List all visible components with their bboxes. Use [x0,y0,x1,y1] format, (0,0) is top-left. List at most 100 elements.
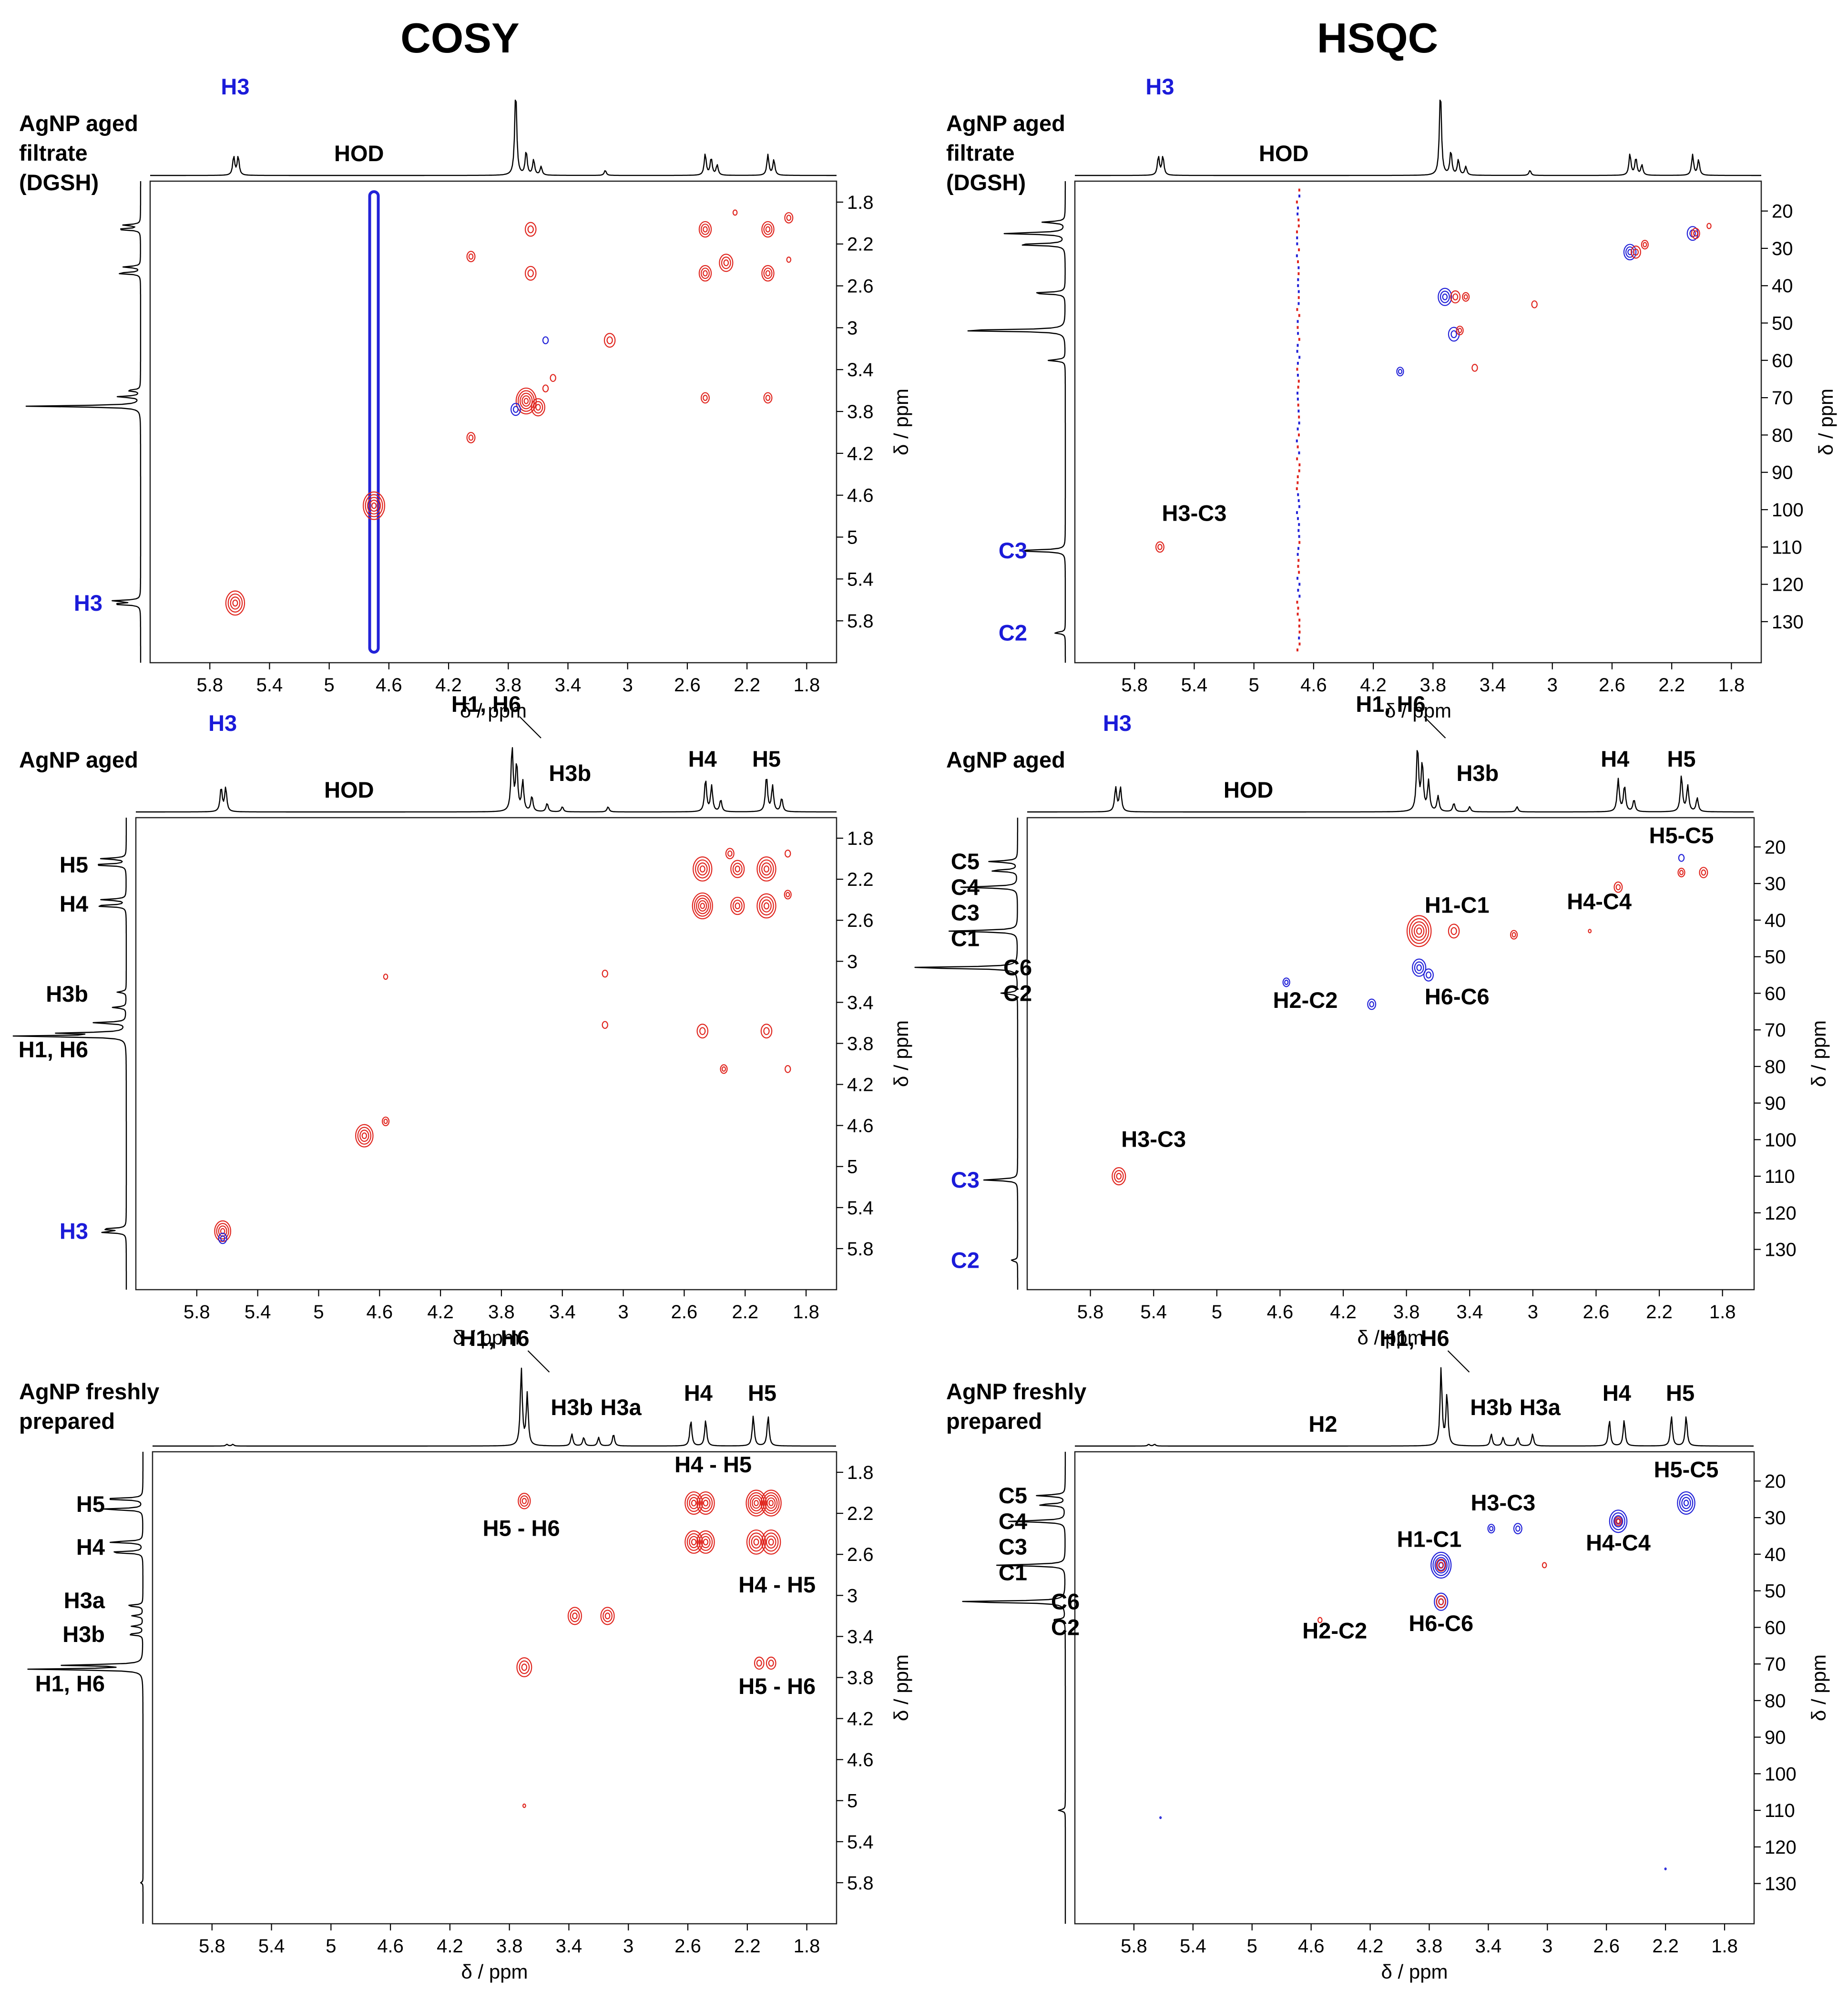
hod-band-dot [1298,189,1300,192]
hod-band-dot [1297,565,1299,568]
hod-band-dot [1298,523,1300,526]
left-peak-label: C3 [951,1167,980,1192]
cross-peak [766,271,770,276]
x-tick-label: 5.8 [184,1302,210,1323]
hod-band-dot [1297,272,1299,275]
hod-band-dot [1298,302,1300,305]
panel-cosy-4: AgNP freshly preparedH1, H6H3b H3aH4 H5H5H4… [19,1325,912,1983]
cross-peak [360,1130,368,1141]
label-leader [520,717,541,738]
sample-label: AgNP aged filtrate (DGSH) [946,111,1065,195]
cross-peak [1417,965,1421,971]
x-tick-label: 2.2 [1658,675,1685,696]
y-tick-label: 5.8 [847,1239,874,1260]
cross-peak [520,1496,528,1507]
cross-peak-annotation: H3-C3 [1162,500,1227,525]
left-peak-label: H4 [76,1534,105,1560]
x-tick-label: 2.2 [734,1936,761,1957]
x-tick-label: 4.6 [1298,1936,1325,1957]
left-peak-label: C4 [999,1508,1027,1534]
left-peak-label: C1 [999,1560,1027,1585]
cross-peak [1707,224,1711,229]
y-tick-label: 20 [1765,837,1786,858]
top-peak-label: H4 [1601,746,1629,771]
hod-band-dot [1296,201,1298,204]
x-tick-label: 2.6 [1583,1302,1610,1323]
cross-peak-annotation: H1-C1 [1397,1527,1462,1552]
left-peak-label: C3 [999,1534,1027,1560]
y-tick-label: 3 [847,951,858,972]
hod-band-dot [1297,559,1299,562]
cross-peak-annotation: H3-C3 [1470,1490,1535,1515]
y-tick-label: 4.2 [847,443,874,464]
cross-peak [1397,367,1403,376]
y-tick-label: 30 [1765,873,1786,894]
cross-peak [469,254,473,259]
left-peak-label: C6 [1051,1589,1080,1614]
hod-band-dot [1298,636,1300,639]
hod-band-dot [1297,547,1299,550]
hod-band-dot [1296,440,1298,442]
y-tick-label: 100 [1772,500,1804,521]
x-tick-label: 3 [1547,675,1558,696]
cross-peak [522,1664,527,1670]
cross-peak [785,850,790,857]
hod-band-dot [1298,463,1300,466]
cross-peak [1511,931,1517,939]
cross-peak [1488,1524,1495,1533]
y-tick-label: 110 [1772,537,1802,558]
top-peak-label: H3b [551,1395,593,1420]
hod-band-dot [1297,206,1299,209]
cross-peak [1532,301,1537,308]
y-tick-label: 3 [847,318,858,339]
hod-band [370,192,378,652]
hod-band-dot [1297,386,1299,389]
left-peak-label: C5 [951,849,980,874]
hod-band-dot [1298,643,1300,646]
cross-peak [543,337,548,344]
y-axis-title: δ / ppm [890,1654,912,1721]
x-tick-label: 1.8 [794,675,820,696]
x-tick-label: 5.8 [199,1936,225,1957]
y-tick-label: 80 [1772,425,1793,446]
y-tick-label: 50 [1765,947,1786,968]
sample-label: AgNP freshly prepared [946,1379,1086,1434]
left-peak-label: C1 [951,925,980,951]
cross-peak [692,1500,696,1506]
cross-peak [602,970,608,977]
left-peak-label: H1, H6 [19,1036,88,1062]
cross-peak [1451,331,1457,338]
cross-peak [1160,1817,1161,1819]
cross-peak [769,1539,774,1545]
y-tick-label: 2.2 [847,234,874,255]
y-tick-label: 80 [1765,1691,1786,1712]
hod-band-dot [1297,218,1299,221]
cross-peak-annotation: H4 - H5 [674,1452,752,1477]
y-tick-label: 1.8 [847,192,874,213]
cross-peak [785,1066,790,1072]
cross-peak-annotation: H6-C6 [1409,1611,1473,1636]
hod-band-dot [1296,254,1298,257]
panel-hsqc-3: AgNP agedH3HODH1, H6H3bH4 H5C5C4C3C1C6C2C… [915,691,1830,1349]
cross-peak [1451,928,1457,934]
y-tick-label: 3.4 [847,359,874,380]
sample-label: AgNP aged [946,747,1065,772]
top-projection-trace [136,748,837,812]
y-tick-label: 3.4 [847,992,874,1013]
cross-peak [571,1610,580,1621]
left-peak-label: H1, H6 [35,1671,105,1696]
left-peak-label: C4 [951,874,980,900]
panel-cosy-2: AgNP agedH3HODH1, H6H3bH4 H5H5H4H3bH1, H6… [13,691,912,1349]
cross-peak [764,903,769,909]
hod-band-dot [1297,529,1299,532]
y-tick-label: 120 [1765,1203,1797,1224]
x-tick-label: 5 [326,1936,336,1957]
x-tick-label: 5.4 [1180,1936,1206,1957]
left-peak-label: H5 [76,1491,105,1517]
left-peak-label: H3b [46,981,88,1006]
hod-band-dot [1296,236,1298,239]
hod-band-dot [1298,469,1300,472]
y-tick-label: 40 [1765,910,1786,931]
y-tick-label: 90 [1772,462,1793,483]
cross-peak-annotation: H2-C2 [1273,987,1338,1013]
